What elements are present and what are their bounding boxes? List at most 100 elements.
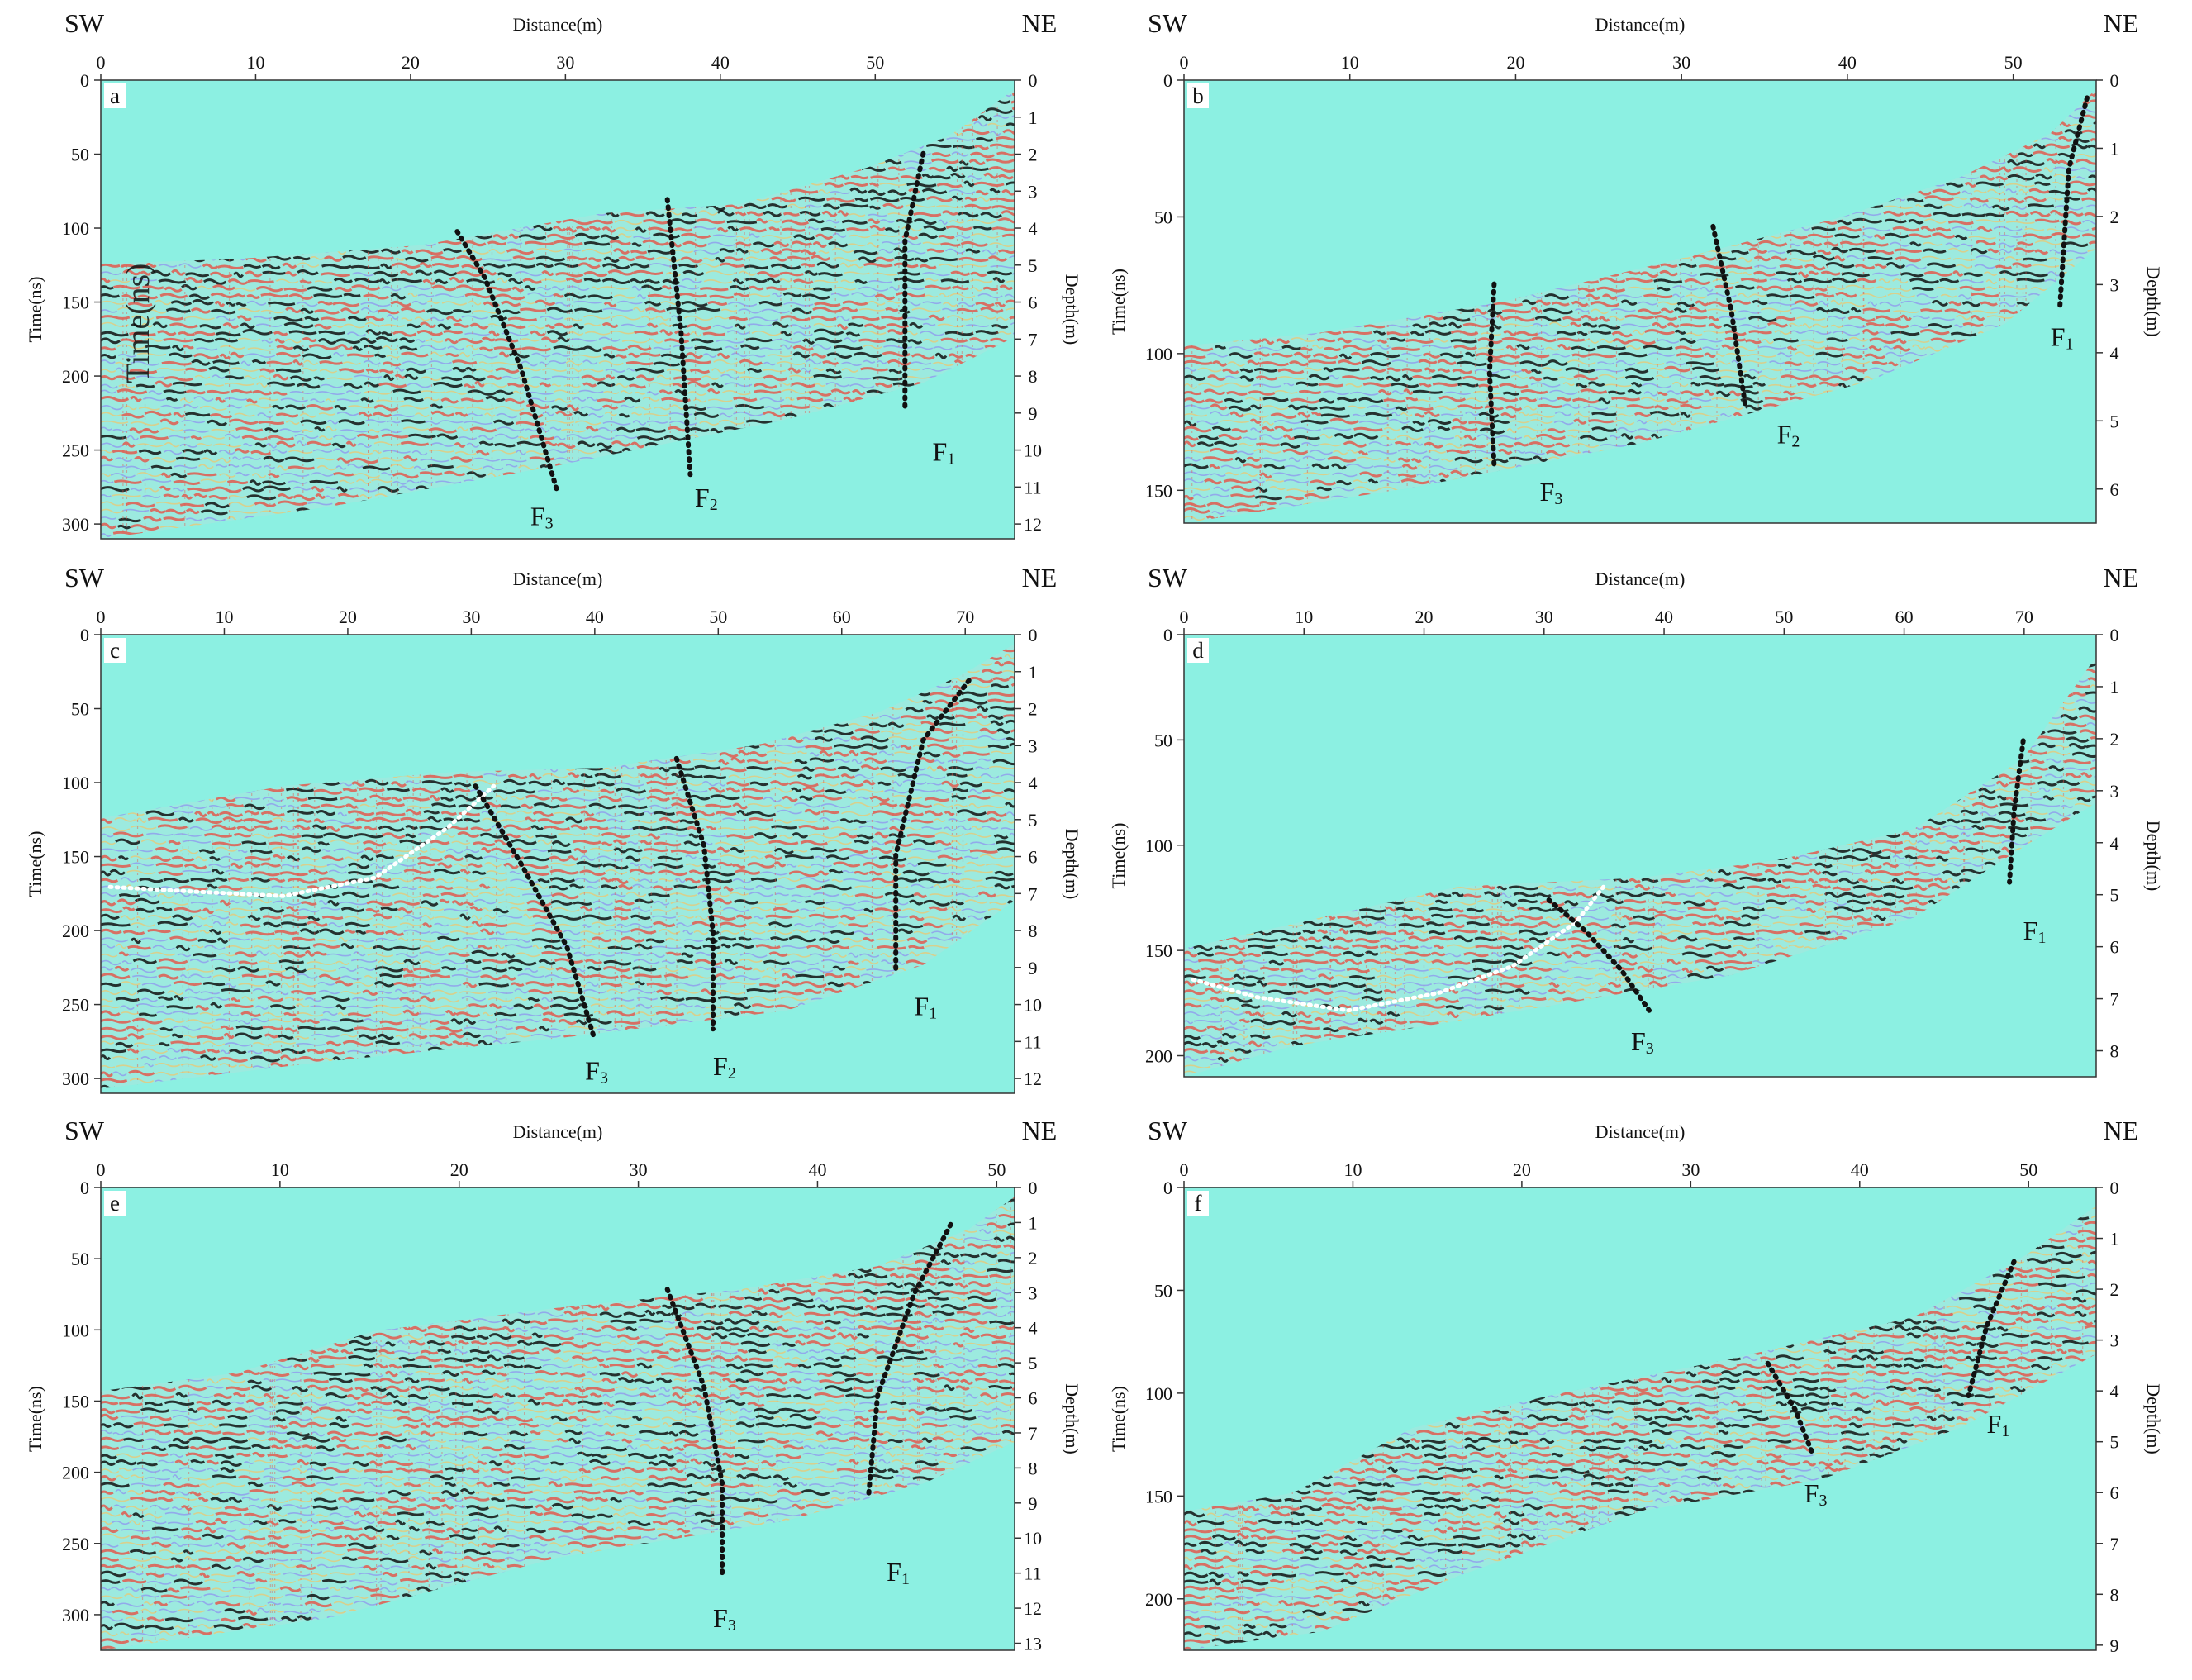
direction-left: SW [64, 563, 105, 593]
depth-tick-label: 11 [1024, 1031, 1041, 1052]
depth-tick-label: 3 [2110, 274, 2119, 295]
time-tick-label: 0 [1163, 70, 1172, 91]
time-tick-label: 150 [1145, 480, 1172, 501]
fault-line [1966, 1259, 2017, 1398]
x-tick-label: 40 [711, 52, 730, 73]
fault-line [1486, 281, 1497, 469]
direction-right: NE [2104, 1116, 2139, 1145]
x-tick-label: 30 [630, 1159, 648, 1180]
depth-tick-label: 7 [1029, 329, 1038, 350]
fault-line [473, 783, 597, 1041]
depth-tick-label: 12 [1024, 1598, 1042, 1619]
y-axis-title-depth: Depth(m) [1062, 274, 1082, 345]
fault-line [673, 755, 716, 1032]
x-tick-label: 50 [866, 52, 884, 73]
panel-letter: f [1195, 1191, 1202, 1216]
y-axis-title-depth: Depth(m) [2143, 821, 2164, 892]
x-tick-label: 40 [1838, 52, 1857, 73]
time-tick-label: 0 [1163, 1178, 1172, 1198]
depth-tick-label: 6 [2110, 479, 2119, 500]
x-tick-label: 20 [339, 607, 357, 627]
depth-tick-label: 9 [2110, 1635, 2119, 1656]
plot-frame [1183, 634, 2097, 1078]
time-tick-label: 300 [62, 514, 89, 535]
time-tick-label: 0 [1163, 625, 1172, 645]
fault-line [664, 197, 693, 478]
depth-tick-label: 12 [1024, 514, 1042, 535]
direction-right: NE [2104, 8, 2139, 38]
time-tick-label: 50 [71, 145, 89, 165]
depth-tick-label: 2 [1029, 699, 1038, 720]
time-tick-label: 50 [1154, 1280, 1172, 1301]
depth-tick-label: 10 [1024, 995, 1042, 1016]
depth-tick-label: 7 [2110, 1534, 2119, 1554]
depth-tick-label: 2 [2110, 207, 2119, 227]
fault-line [902, 150, 926, 413]
depth-tick-label: 13 [1024, 1634, 1042, 1654]
plot-frame [100, 1187, 1015, 1651]
x-tick-label: 10 [271, 1159, 289, 1180]
panel-letter-box [1187, 638, 1209, 663]
x-tick-label: 70 [2015, 607, 2033, 627]
x-axis-title: Distance(m) [1595, 569, 1686, 589]
depth-tick-label: 4 [2110, 343, 2119, 364]
depth-tick-label: 4 [1029, 218, 1038, 239]
time-tick-label: 50 [1154, 207, 1172, 227]
direction-left: SW [1148, 1116, 1188, 1145]
direction-right: NE [2104, 563, 2139, 593]
time-tick-label: 200 [62, 1463, 89, 1483]
x-tick-label: 40 [586, 607, 604, 627]
depth-tick-label: 1 [2110, 1229, 2119, 1249]
x-tick-label: 60 [1895, 607, 1914, 627]
y-axis-title-depth: Depth(m) [2143, 1383, 2164, 1454]
depth-tick-label: 5 [2110, 885, 2119, 906]
fault-line [1765, 1360, 1816, 1459]
time-tick-label: 100 [1145, 1383, 1172, 1404]
depth-tick-label: 11 [1024, 1563, 1041, 1584]
time-tick-label: 150 [62, 847, 89, 868]
depth-tick-label: 4 [1029, 1318, 1038, 1339]
time-tick-label: 150 [1145, 940, 1172, 961]
panel-letter: e [110, 1191, 120, 1216]
depth-tick-label: 6 [1029, 1388, 1038, 1409]
fault-line [2056, 95, 2090, 313]
direction-right: NE [1022, 563, 1058, 593]
depth-tick-label: 1 [1029, 1212, 1038, 1233]
time-tick-label: 200 [62, 921, 89, 941]
direction-left: SW [1148, 563, 1188, 593]
fault-line [893, 678, 972, 973]
x-tick-label: 30 [1672, 52, 1690, 73]
interface-line [107, 783, 497, 898]
x-tick-label: 0 [97, 52, 106, 73]
fault-line [454, 229, 560, 496]
depth-tick-label: 9 [1029, 1493, 1038, 1514]
y-axis-title-depth: Depth(m) [1062, 1383, 1082, 1454]
depth-tick-label: 7 [1029, 1423, 1038, 1444]
depth-tick-label: 3 [2110, 781, 2119, 802]
time-tick-label: 150 [1145, 1486, 1172, 1506]
depth-tick-label: 11 [1024, 477, 1041, 497]
x-tick-label: 10 [1343, 1159, 1362, 1180]
depth-tick-label: 5 [1029, 255, 1038, 276]
y-axis-title-time: Time(ns) [1108, 823, 1129, 889]
x-tick-label: 70 [956, 607, 974, 627]
depth-tick-label: 0 [2110, 625, 2119, 645]
time-tick-label: 150 [62, 1391, 89, 1411]
time-tick-label: 200 [1145, 1046, 1172, 1067]
depth-tick-label: 8 [2110, 1584, 2119, 1605]
fault-line [1546, 897, 1652, 1013]
direction-left: SW [64, 1116, 105, 1145]
x-tick-label: 60 [833, 607, 851, 627]
depth-tick-label: 2 [2110, 1279, 2119, 1300]
x-tick-label: 10 [1341, 52, 1359, 73]
depth-tick-label: 10 [1024, 440, 1042, 461]
depth-tick-label: 4 [1029, 773, 1038, 793]
y-axis-title-time: Time(ns) [1108, 1386, 1129, 1452]
fault-line [866, 1221, 953, 1501]
x-tick-label: 40 [1655, 607, 1673, 627]
y-axis-title-depth: Depth(m) [2143, 266, 2164, 337]
direction-left: SW [64, 8, 105, 38]
